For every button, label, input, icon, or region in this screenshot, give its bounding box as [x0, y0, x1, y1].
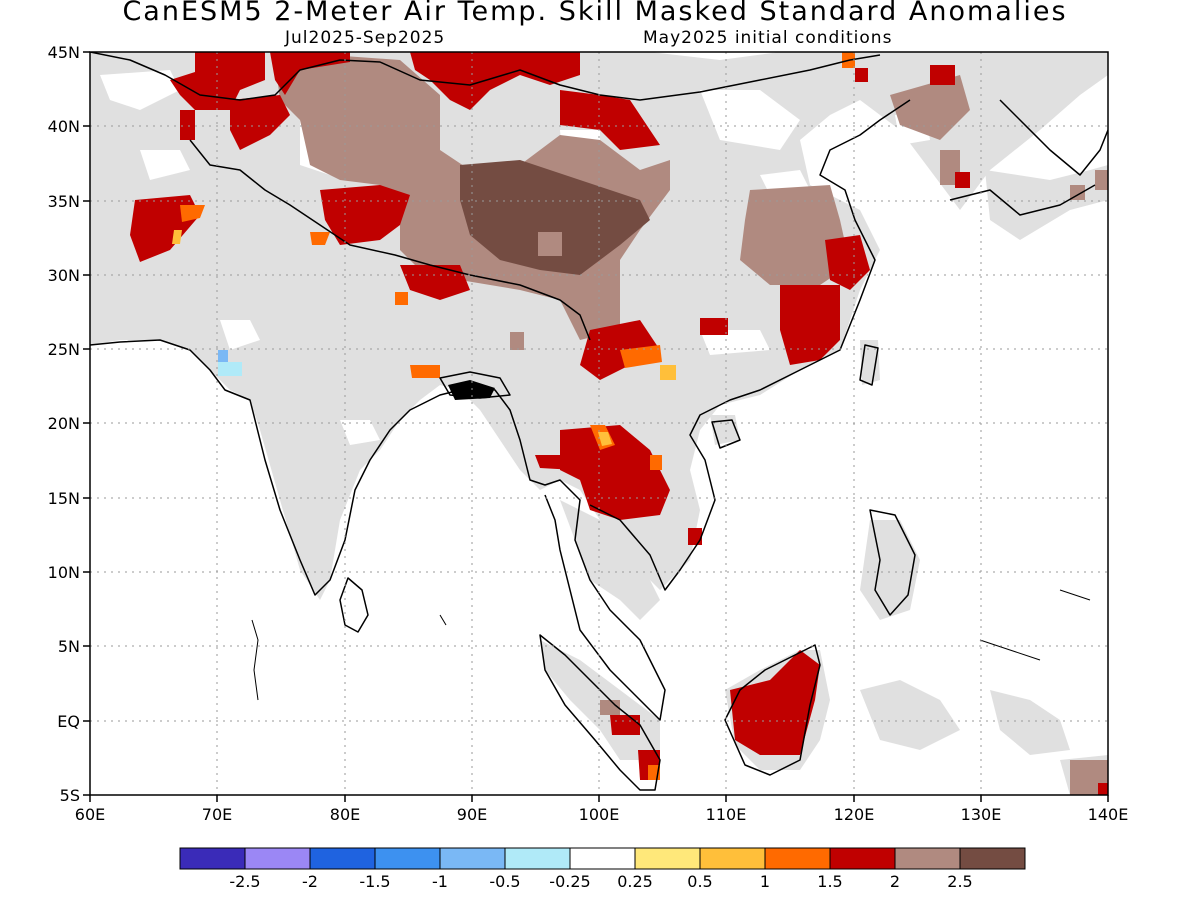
colorbar-swatch — [244, 847, 311, 870]
lat-label: 5N — [58, 637, 80, 656]
lon-label: 90E — [457, 805, 487, 824]
lat-label: 35N — [48, 192, 80, 211]
colorbar-swatch — [504, 847, 571, 870]
colorbar-tick-label: 1.5 — [817, 872, 842, 891]
shaded-field — [90, 52, 1108, 795]
colorbar-tick-label: -1.5 — [359, 872, 390, 891]
colorbar-tick-label: -0.5 — [489, 872, 520, 891]
colorbar-tick-label: -2 — [302, 872, 318, 891]
colorbar — [179, 847, 1026, 870]
anomaly-minus-1-to-minus-0.5 — [218, 350, 228, 362]
colorbar-swatch — [829, 847, 896, 870]
colorbar-tick-label: 2 — [890, 872, 900, 891]
anomaly-above-2.5 — [460, 160, 650, 275]
axis-ticks — [83, 51, 1109, 802]
colorbar-swatch — [309, 847, 376, 870]
lat-label: EQ — [57, 712, 80, 731]
lat-label: 45N — [48, 43, 80, 62]
lat-label: 15N — [48, 489, 80, 508]
lon-label: 130E — [961, 805, 1002, 824]
lat-label: 20N — [48, 414, 80, 433]
lat-label: 40N — [48, 117, 80, 136]
anomaly-minus-0.5-to-minus-0.25 — [218, 362, 242, 376]
lon-label: 120E — [834, 805, 875, 824]
lon-label: 70E — [202, 805, 232, 824]
lon-label: 140E — [1088, 805, 1129, 824]
colorbar-tick-label: -0.25 — [549, 872, 590, 891]
longitude-labels: 60E 70E 80E 90E 100E 110E 120E 130E 140E — [75, 805, 1129, 824]
graticule — [90, 52, 1108, 795]
colorbar-tick-label: 0.5 — [687, 872, 712, 891]
latitude-labels: 45N 40N 35N 30N 25N 20N 15N 10N 5N EQ 5S — [48, 43, 80, 805]
initial-conditions: May2025 initial conditions — [643, 28, 893, 48]
colorbar-tick-label: 0.25 — [617, 872, 653, 891]
colorbar-tick-label: -1 — [432, 872, 448, 891]
colorbar-swatch — [179, 847, 246, 870]
valid-period: Jul2025-Sep2025 — [285, 28, 446, 48]
colorbar-swatch — [634, 847, 701, 870]
lat-label: 10N — [48, 563, 80, 582]
lon-label: 60E — [75, 805, 105, 824]
colorbar-labels: -2.5 -2 -1.5 -1 -0.5 -0.25 0.25 0.5 1 1.5 2 2.5 — [229, 872, 972, 891]
colorbar-swatch — [959, 847, 1026, 870]
colorbar-swatch — [699, 847, 766, 870]
colorbar-tick-label: 2.5 — [947, 872, 972, 891]
lon-label: 80E — [330, 805, 360, 824]
anomaly-1.5-to-2 — [130, 52, 1108, 795]
colorbar-swatch — [764, 847, 831, 870]
colorbar-tick-label: 1 — [760, 872, 770, 891]
anomaly-0.5-to-1 — [172, 230, 676, 446]
colorbar-tick-label: -2.5 — [229, 872, 260, 891]
map-title: CanESM5 2-Meter Air Temp. Skill Masked S… — [122, 0, 1068, 27]
islands — [251, 589, 1091, 701]
colorbar-swatch — [439, 847, 506, 870]
lat-label: 5S — [60, 786, 80, 805]
lat-label: 25N — [48, 340, 80, 359]
colorbar-swatch — [894, 847, 961, 870]
colorbar-swatch — [374, 847, 441, 870]
colorbar-swatch — [569, 847, 636, 870]
lat-label: 30N — [48, 266, 80, 285]
lon-label: 100E — [579, 805, 620, 824]
lon-label: 110E — [706, 805, 747, 824]
